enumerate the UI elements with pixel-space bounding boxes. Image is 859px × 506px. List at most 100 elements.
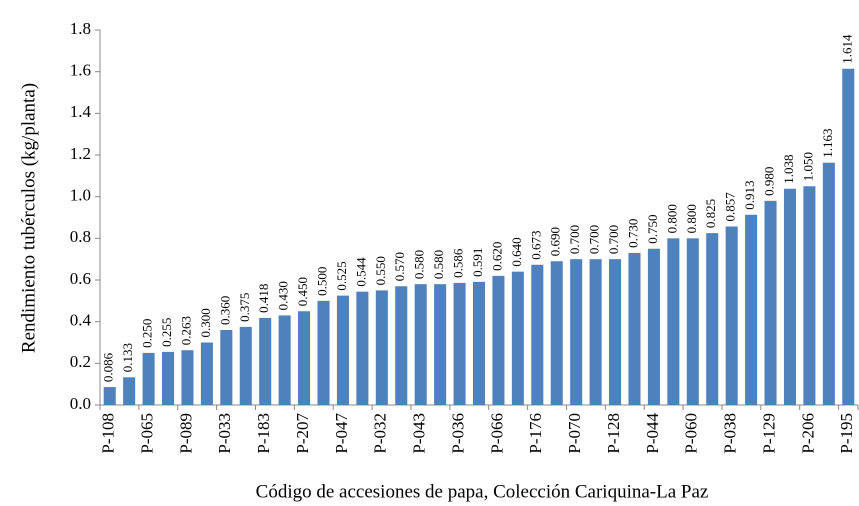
bar xyxy=(317,300,330,405)
bar xyxy=(667,238,680,405)
bar xyxy=(103,387,116,405)
bar xyxy=(725,226,738,405)
data-label: 1.050 xyxy=(800,152,815,181)
bar xyxy=(336,295,349,405)
data-label: 0.800 xyxy=(684,204,699,233)
bar xyxy=(609,259,622,405)
data-label: 0.086 xyxy=(101,352,116,382)
data-label: 0.730 xyxy=(625,219,640,248)
x-tick-label: P-108 xyxy=(99,413,118,454)
bar xyxy=(783,188,796,405)
data-label: 0.525 xyxy=(334,261,349,290)
data-label: 0.250 xyxy=(140,319,155,348)
bar xyxy=(628,252,641,405)
data-label: 0.255 xyxy=(159,318,174,347)
data-label: 1.614 xyxy=(839,34,854,64)
data-label: 0.673 xyxy=(528,231,543,260)
bar xyxy=(123,377,136,405)
x-tick-label: P-129 xyxy=(759,413,778,454)
x-tick-label: P-070 xyxy=(565,413,584,454)
data-label: 0.544 xyxy=(353,257,368,287)
bar xyxy=(842,68,855,405)
data-label: 0.620 xyxy=(489,242,504,271)
bar xyxy=(531,264,544,405)
data-label: 0.300 xyxy=(198,308,213,337)
bar xyxy=(239,326,252,405)
x-tick-label: P-207 xyxy=(293,413,312,454)
bar xyxy=(259,317,272,405)
bar xyxy=(162,351,175,405)
x-tick-label: P-036 xyxy=(448,413,467,454)
bar xyxy=(298,311,311,405)
data-label: 0.570 xyxy=(392,252,407,281)
x-tick-label: P-032 xyxy=(371,413,390,454)
data-label: 0.430 xyxy=(276,281,291,310)
bar xyxy=(200,342,213,405)
y-tick-label: 1.2 xyxy=(70,144,91,163)
data-label: 0.690 xyxy=(548,227,563,256)
y-tick-label: 0.0 xyxy=(70,394,91,413)
data-label: 0.591 xyxy=(470,248,485,277)
x-tick-label: P-128 xyxy=(604,413,623,454)
bar xyxy=(589,259,602,405)
x-tick-label: P-047 xyxy=(332,413,351,454)
data-label: 0.586 xyxy=(451,248,466,278)
bar xyxy=(278,315,291,405)
bar xyxy=(570,259,583,405)
data-label: 0.857 xyxy=(723,192,738,222)
data-label: 0.263 xyxy=(178,316,193,345)
bar xyxy=(745,214,758,405)
data-label: 0.700 xyxy=(606,225,621,254)
data-label: 0.450 xyxy=(295,277,310,306)
data-label: 0.980 xyxy=(762,167,777,196)
x-axis-title: Código de accesiones de papa, Colección … xyxy=(256,481,709,502)
data-label: 0.580 xyxy=(431,250,446,279)
bar xyxy=(414,284,427,405)
data-label: 0.375 xyxy=(237,293,252,322)
bar xyxy=(647,248,660,405)
data-label: 0.700 xyxy=(567,225,582,254)
x-tick-label: P-176 xyxy=(526,413,545,454)
y-tick-label: 1.8 xyxy=(70,19,91,38)
bar xyxy=(550,261,563,405)
x-tick-label: P-038 xyxy=(721,413,740,454)
x-tick-label: P-044 xyxy=(643,413,662,454)
y-tick-label: 0.4 xyxy=(70,311,92,330)
bar xyxy=(706,233,719,405)
bar xyxy=(375,290,388,405)
bar xyxy=(764,200,777,405)
data-label: 0.360 xyxy=(217,296,232,325)
x-tick-label: P-033 xyxy=(215,413,234,454)
bar xyxy=(356,291,369,405)
data-label: 0.800 xyxy=(664,204,679,233)
x-tick-label: P-089 xyxy=(176,413,195,454)
data-label: 0.700 xyxy=(587,225,602,254)
y-axis-title: Rendimiento tubérculos (kg/planta) xyxy=(18,83,39,353)
bar xyxy=(453,282,466,405)
x-tick-label: P-043 xyxy=(410,413,429,454)
x-tick-label: P-183 xyxy=(254,413,273,454)
y-tick-label: 1.0 xyxy=(70,186,91,205)
data-label: 0.750 xyxy=(645,215,660,244)
y-tick-label: 1.6 xyxy=(70,61,91,80)
bar xyxy=(472,281,486,405)
bar xyxy=(181,350,194,405)
bar xyxy=(822,162,835,405)
bar xyxy=(492,275,505,405)
data-label: 0.640 xyxy=(509,237,524,266)
bar xyxy=(142,352,155,405)
bar xyxy=(395,286,408,405)
x-tick-label: P-065 xyxy=(137,413,156,454)
y-tick-label: 0.8 xyxy=(70,227,91,246)
x-tick-label: P-066 xyxy=(487,413,506,454)
y-tick-label: 1.4 xyxy=(70,102,92,121)
data-label: 1.038 xyxy=(781,155,796,184)
x-tick-label: P-060 xyxy=(682,413,701,454)
y-tick-label: 0.2 xyxy=(70,352,91,371)
data-label: 0.133 xyxy=(120,343,135,372)
data-label: 0.550 xyxy=(373,256,388,285)
data-label: 0.825 xyxy=(703,199,718,228)
data-label: 1.163 xyxy=(820,128,835,157)
bar xyxy=(511,271,524,405)
